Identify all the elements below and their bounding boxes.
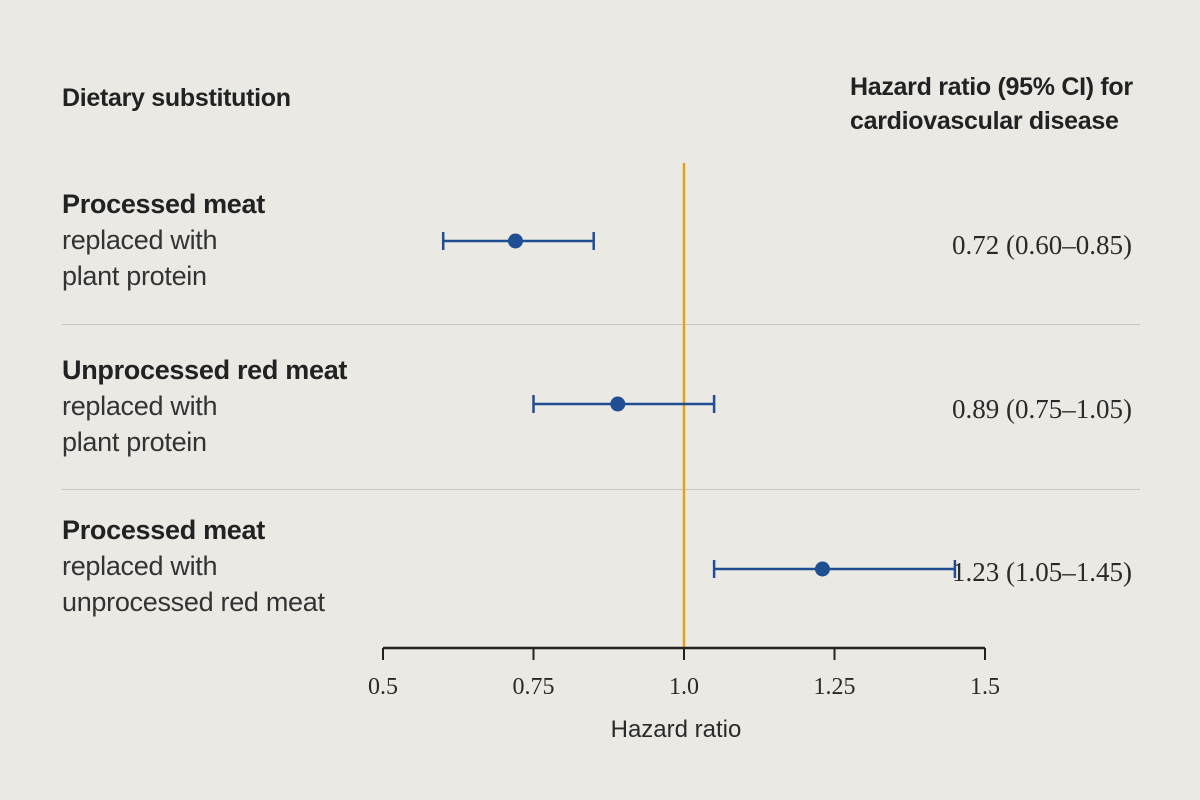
row-divider-2	[62, 489, 1140, 490]
row-1-ci-text: 0.72 (0.60–0.85)	[952, 230, 1132, 260]
column-header-substitution: Dietary substitution	[62, 84, 291, 112]
row-2-line2: plant protein	[62, 427, 207, 457]
row-1-title: Processed meat	[62, 189, 265, 219]
x-tick-label-3: 1.25	[814, 674, 856, 700]
row-label-1: Processed meat replaced with plant prote…	[62, 186, 392, 294]
row-1-mark	[441, 232, 595, 250]
x-axis-title: Hazard ratio	[611, 716, 742, 743]
row-2-mark	[532, 395, 716, 413]
row-3-point	[814, 561, 830, 577]
row-1-line1: replaced with	[62, 225, 218, 255]
x-tick-label-4: 1.5	[970, 674, 1000, 700]
row-3-line1: replaced with	[62, 551, 218, 581]
row-2-ci-text: 0.89 (0.75–1.05)	[952, 394, 1132, 424]
forest-marks	[441, 232, 957, 578]
column-header-hazard-ratio: Hazard ratio (95% CI) for cardiovascular…	[850, 73, 1133, 135]
row-3-title: Processed meat	[62, 515, 265, 545]
row-2-line1: replaced with	[62, 391, 218, 421]
x-tick-label-2: 1.0	[669, 674, 699, 700]
row-3-ci-text: 1.23 (1.05–1.45)	[952, 557, 1132, 587]
row-3-line2: unprocessed red meat	[62, 587, 325, 617]
x-tick-label-1: 0.75	[513, 674, 555, 700]
row-2-point	[610, 396, 626, 412]
x-axis-ticks: 0.5 0.75 1.0 1.25 1.5	[368, 648, 1000, 700]
row-1-point	[507, 233, 523, 249]
row-label-2: Unprocessed red meat replaced with plant…	[62, 352, 392, 460]
row-label-3: Processed meat replaced with unprocessed…	[62, 512, 392, 620]
row-divider-1	[62, 324, 1140, 325]
row-3-mark	[712, 560, 957, 578]
row-2-title: Unprocessed red meat	[62, 355, 348, 385]
x-tick-label-0: 0.5	[368, 674, 398, 700]
row-1-line2: plant protein	[62, 261, 207, 291]
